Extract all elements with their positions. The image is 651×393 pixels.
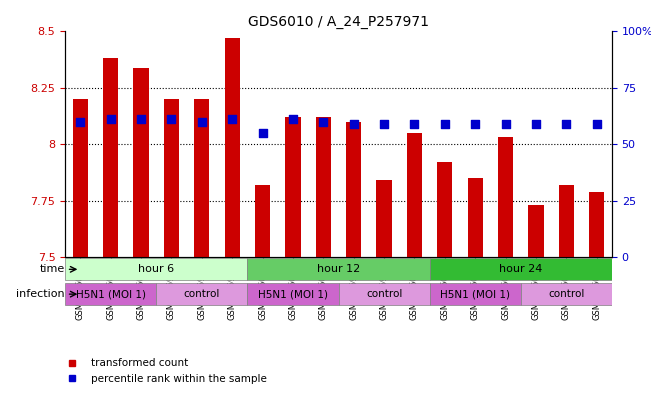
Bar [407,133,422,257]
Text: hour 6: hour 6 [138,264,174,274]
Legend: transformed count, percentile rank within the sample: transformed count, percentile rank withi… [57,354,271,388]
Text: control: control [548,289,585,299]
FancyBboxPatch shape [156,283,247,305]
FancyBboxPatch shape [65,283,156,305]
FancyBboxPatch shape [430,258,612,281]
Text: control: control [366,289,402,299]
FancyBboxPatch shape [65,258,247,281]
Text: control: control [184,289,220,299]
FancyBboxPatch shape [247,258,430,281]
Point [197,119,207,125]
Bar [498,138,513,257]
Text: hour 12: hour 12 [317,264,360,274]
Bar [133,68,148,257]
Bar [316,117,331,257]
Bar [437,162,452,257]
Point [409,121,420,127]
Bar [73,99,88,257]
Point [227,116,238,123]
Point [75,119,85,125]
Bar [529,205,544,257]
Point [288,116,298,123]
Point [531,121,541,127]
Text: time: time [40,264,65,274]
Bar [194,99,210,257]
Bar [255,185,270,257]
Title: GDS6010 / A_24_P257971: GDS6010 / A_24_P257971 [248,15,429,29]
Bar [376,180,392,257]
Point [379,121,389,127]
Point [166,116,176,123]
Point [439,121,450,127]
Bar [467,178,483,257]
Bar [164,99,179,257]
Point [592,121,602,127]
Bar [285,117,301,257]
Text: H5N1 (MOI 1): H5N1 (MOI 1) [258,289,328,299]
FancyBboxPatch shape [247,283,339,305]
Point [561,121,572,127]
Bar [559,185,574,257]
Bar [103,59,118,257]
Point [318,119,329,125]
Point [257,130,268,136]
Bar [225,38,240,257]
Text: hour 24: hour 24 [499,264,542,274]
Point [105,116,116,123]
Bar [346,122,361,257]
Point [136,116,146,123]
Point [470,121,480,127]
FancyBboxPatch shape [521,283,612,305]
Text: H5N1 (MOI 1): H5N1 (MOI 1) [440,289,510,299]
FancyBboxPatch shape [430,283,521,305]
Text: infection: infection [16,289,65,299]
Text: H5N1 (MOI 1): H5N1 (MOI 1) [76,289,146,299]
Point [348,121,359,127]
Bar [589,191,604,257]
FancyBboxPatch shape [339,283,430,305]
Point [501,121,511,127]
